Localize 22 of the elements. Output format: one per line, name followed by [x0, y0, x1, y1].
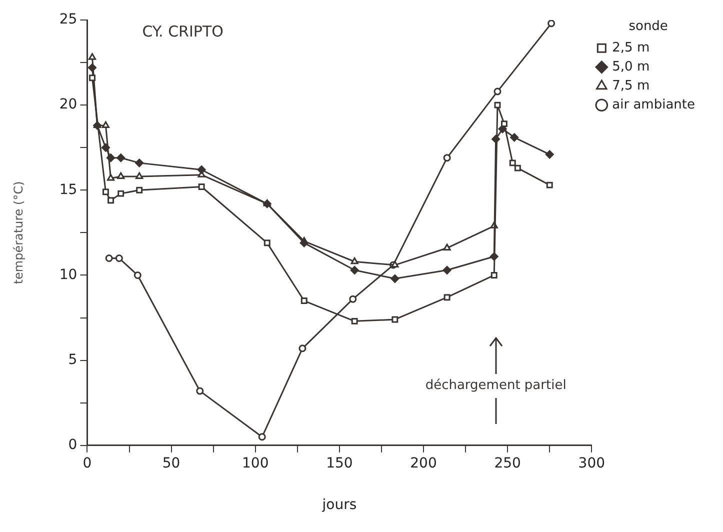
y-tick-label: 5 — [68, 352, 78, 368]
y-tick-label: 10 — [59, 266, 78, 283]
legend-label: air ambiante — [612, 97, 696, 112]
annotation: déchargement partiel — [425, 378, 566, 394]
x-tick-label: 0 — [82, 455, 92, 472]
x-axis-title: jours — [321, 497, 357, 514]
legend-label: 2,5 m — [612, 40, 650, 56]
y-tick-label: 0 — [68, 437, 78, 454]
x-tick-label: 200 — [410, 455, 437, 472]
x-tick-label: 300 — [578, 455, 606, 472]
y-tick-label: 15 — [59, 182, 78, 198]
y-tick-label: 25 — [59, 12, 78, 28]
x-tick-label: 250 — [494, 455, 521, 472]
x-tick-label: 100 — [242, 455, 269, 472]
legend-label: 7,5 m — [612, 78, 650, 94]
y-axis-title: température (°C) — [11, 181, 26, 284]
y-tick-label: 20 — [59, 96, 78, 113]
x-tick-label: 150 — [326, 455, 353, 472]
legend-title: sonde — [628, 18, 668, 34]
x-tick-label: 50 — [162, 455, 180, 472]
legend-label: 5,0 m — [612, 59, 650, 74]
chart-title: CY. CRIPTO — [142, 22, 224, 40]
